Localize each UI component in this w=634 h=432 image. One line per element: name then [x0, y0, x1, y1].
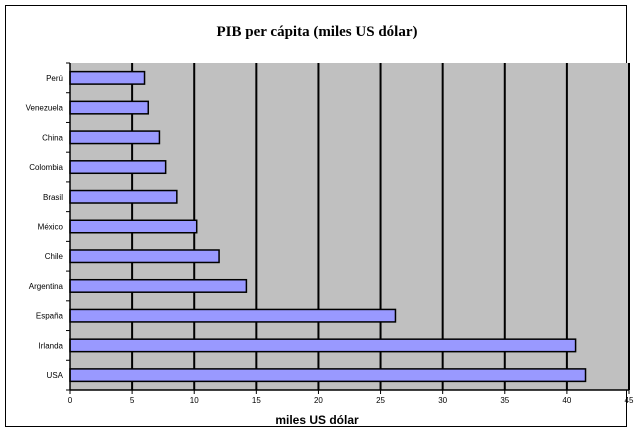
- category-label: USA: [47, 371, 64, 380]
- x-tick-label: 45: [625, 396, 634, 405]
- x-axis-title: miles US dólar: [275, 413, 359, 427]
- bar: [69, 70, 146, 85]
- category-label: Brasil: [43, 193, 63, 202]
- bar: [69, 368, 587, 383]
- category-label: China: [42, 133, 63, 142]
- bar: [69, 338, 577, 353]
- bar: [69, 249, 220, 264]
- x-tick-labels: 0 5 10 15 20 25 30 35 40 45: [68, 396, 634, 405]
- x-tick-label: 40: [562, 396, 571, 405]
- bar: [69, 189, 178, 204]
- axes: [66, 62, 630, 394]
- x-tick-label: 5: [130, 396, 135, 405]
- x-tick-label: 30: [438, 396, 447, 405]
- x-tick-label: 0: [68, 396, 73, 405]
- category-labels: Perú Venezuela China Colombia Brasil México Ch…: [26, 74, 64, 380]
- bar: [69, 100, 150, 115]
- category-label: Venezuela: [26, 104, 64, 113]
- bar: [69, 160, 167, 175]
- bar: [69, 308, 397, 323]
- bar: [69, 219, 198, 234]
- bar: [69, 130, 161, 145]
- gridlines: [131, 63, 630, 390]
- category-label: España: [36, 312, 64, 321]
- category-label: México: [38, 223, 64, 232]
- x-tick-label: 15: [252, 396, 261, 405]
- category-label: Argentina: [29, 282, 64, 291]
- bar: [69, 278, 248, 293]
- category-label: Colombia: [29, 163, 63, 172]
- chart-title: PIB per cápita (miles US dólar): [216, 24, 418, 40]
- category-label: Irlanda: [39, 341, 64, 350]
- x-tick-label: 10: [190, 396, 199, 405]
- category-label: Perú: [46, 74, 63, 83]
- x-tick-label: 25: [376, 396, 385, 405]
- category-label: Chile: [45, 252, 64, 261]
- x-tick-label: 35: [500, 396, 509, 405]
- x-tick-label: 20: [314, 396, 323, 405]
